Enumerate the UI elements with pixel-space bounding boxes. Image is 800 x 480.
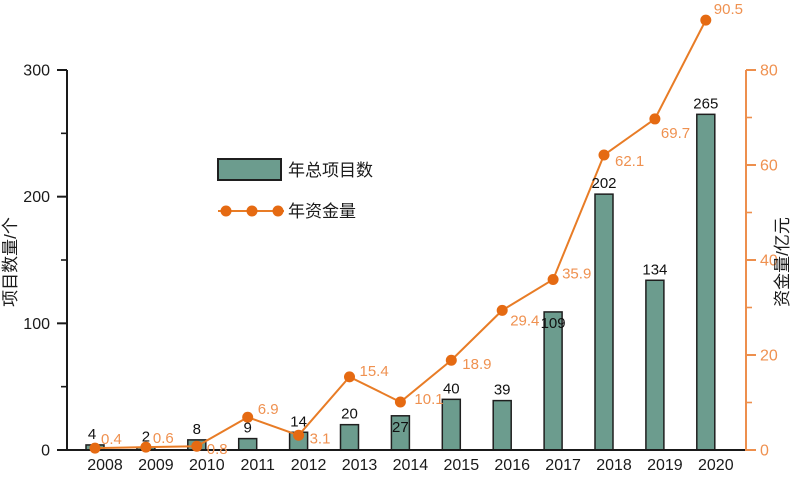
line-marker-2010 [191, 440, 203, 452]
point-value-2010: 0.8 [207, 441, 228, 458]
legend-line-marker-icon [246, 205, 258, 217]
line-marker-2013 [344, 371, 355, 383]
legend-bar-swatch [217, 158, 282, 181]
legend-line-marker-icon [220, 205, 232, 217]
x-tick-label-2015: 2015 [444, 457, 480, 474]
point-value-2018: 62.1 [615, 153, 644, 170]
x-tick-label-2020: 2020 [698, 457, 734, 474]
bar-2019 [645, 279, 665, 451]
x-tick-label-2010: 2010 [189, 457, 225, 474]
bar-value-2010: 8 [193, 421, 201, 438]
left-axis-tick-label-0: 0 [41, 443, 50, 460]
right-axis-tick-label-60: 60 [760, 158, 778, 175]
point-value-2009: 0.6 [153, 430, 174, 447]
line-marker-2015 [445, 354, 457, 366]
bar-value-2018: 202 [591, 175, 616, 192]
point-value-2019: 69.7 [661, 125, 690, 142]
bar-2015 [441, 398, 462, 451]
bar-value-2016: 39 [494, 382, 511, 399]
line-marker-2016 [496, 304, 508, 316]
x-tick-label-2011: 2011 [240, 457, 275, 474]
x-tick-label-2012: 2012 [291, 457, 327, 474]
bar-value-2020: 265 [693, 95, 718, 112]
point-value-2015: 18.9 [462, 356, 491, 373]
x-tick-label-2008: 2008 [87, 457, 123, 474]
left-axis-tick-label-100: 100 [23, 316, 50, 333]
line-marker-2020 [700, 14, 712, 26]
x-tick-label-2017: 2017 [545, 457, 581, 474]
line-marker-2017 [547, 273, 559, 285]
legend: 年总项目数 年资金量 [217, 158, 373, 221]
bar-value-2012: 14 [290, 413, 307, 430]
line-marker-2018 [598, 149, 610, 161]
bar-2018 [594, 193, 614, 451]
right-axis-title: 资金量/亿元 [773, 217, 792, 307]
bar-value-2019: 134 [642, 261, 667, 278]
x-tick-label-2019: 2019 [647, 457, 683, 474]
line-series [89, 14, 712, 454]
x-tick-label-2013: 2013 [342, 457, 378, 474]
line-marker-2008 [89, 442, 101, 454]
point-value-2016: 29.4 [510, 312, 539, 329]
bar-value-2009: 2 [142, 428, 150, 445]
left-axis-title: 项目数量/个 [1, 217, 20, 307]
bar-2011 [237, 437, 258, 451]
bar-2013 [339, 423, 360, 451]
point-value-2008: 0.4 [101, 431, 122, 448]
legend-line-label: 年资金量 [288, 202, 356, 221]
right-axis-tick-label-20: 20 [760, 348, 778, 365]
line-marker-2009 [140, 441, 152, 453]
point-value-2011: 6.9 [258, 401, 279, 418]
point-value-2012: 3.1 [310, 430, 331, 447]
right-axis-tick-label-0: 0 [760, 443, 769, 460]
x-tick-label-2018: 2018 [596, 457, 632, 474]
point-value-2020: 90.5 [714, 1, 743, 18]
axes: 0 100 200 300 0 20 40 60 80 2008 2009 2010 2011 2012 2… [23, 63, 778, 475]
left-axis-tick-label-200: 200 [23, 189, 50, 206]
funding-line [94, 19, 707, 450]
point-value-2014: 10.1 [414, 391, 443, 408]
bar-value-2015: 40 [443, 380, 460, 397]
right-axis-tick-label-40: 40 [760, 253, 778, 270]
point-value-2013: 15.4 [360, 363, 389, 380]
line-marker-2012 [293, 429, 305, 441]
bar-2017 [543, 311, 563, 451]
bar-value-2011: 9 [244, 420, 252, 437]
right-axis-tick-label-80: 80 [760, 63, 778, 80]
bar-value-2017: 109 [541, 315, 566, 332]
x-tick-label-2009: 2009 [138, 457, 174, 474]
value-labels: 4 2 8 9 14 20 27 40 39 109 202 134 265 0.4 0.6 0.8 6.9 3.… [88, 1, 743, 458]
bar-2016 [492, 399, 512, 451]
legend-bar-label: 年总项目数 [288, 161, 373, 180]
x-tick-label-2014: 2014 [393, 457, 429, 474]
bar-value-2014: 27 [392, 419, 409, 436]
line-marker-2019 [649, 113, 661, 125]
line-marker-2011 [242, 411, 254, 423]
bar-2020 [696, 113, 716, 451]
bar-value-2008: 4 [88, 426, 96, 443]
bar-value-2013: 20 [341, 406, 358, 423]
legend-line-marker-icon [272, 205, 284, 217]
x-tick-label-2016: 2016 [494, 457, 530, 474]
left-axis-tick-label-300: 300 [23, 63, 50, 80]
point-value-2017: 35.9 [562, 265, 591, 282]
line-marker-2014 [394, 396, 406, 408]
